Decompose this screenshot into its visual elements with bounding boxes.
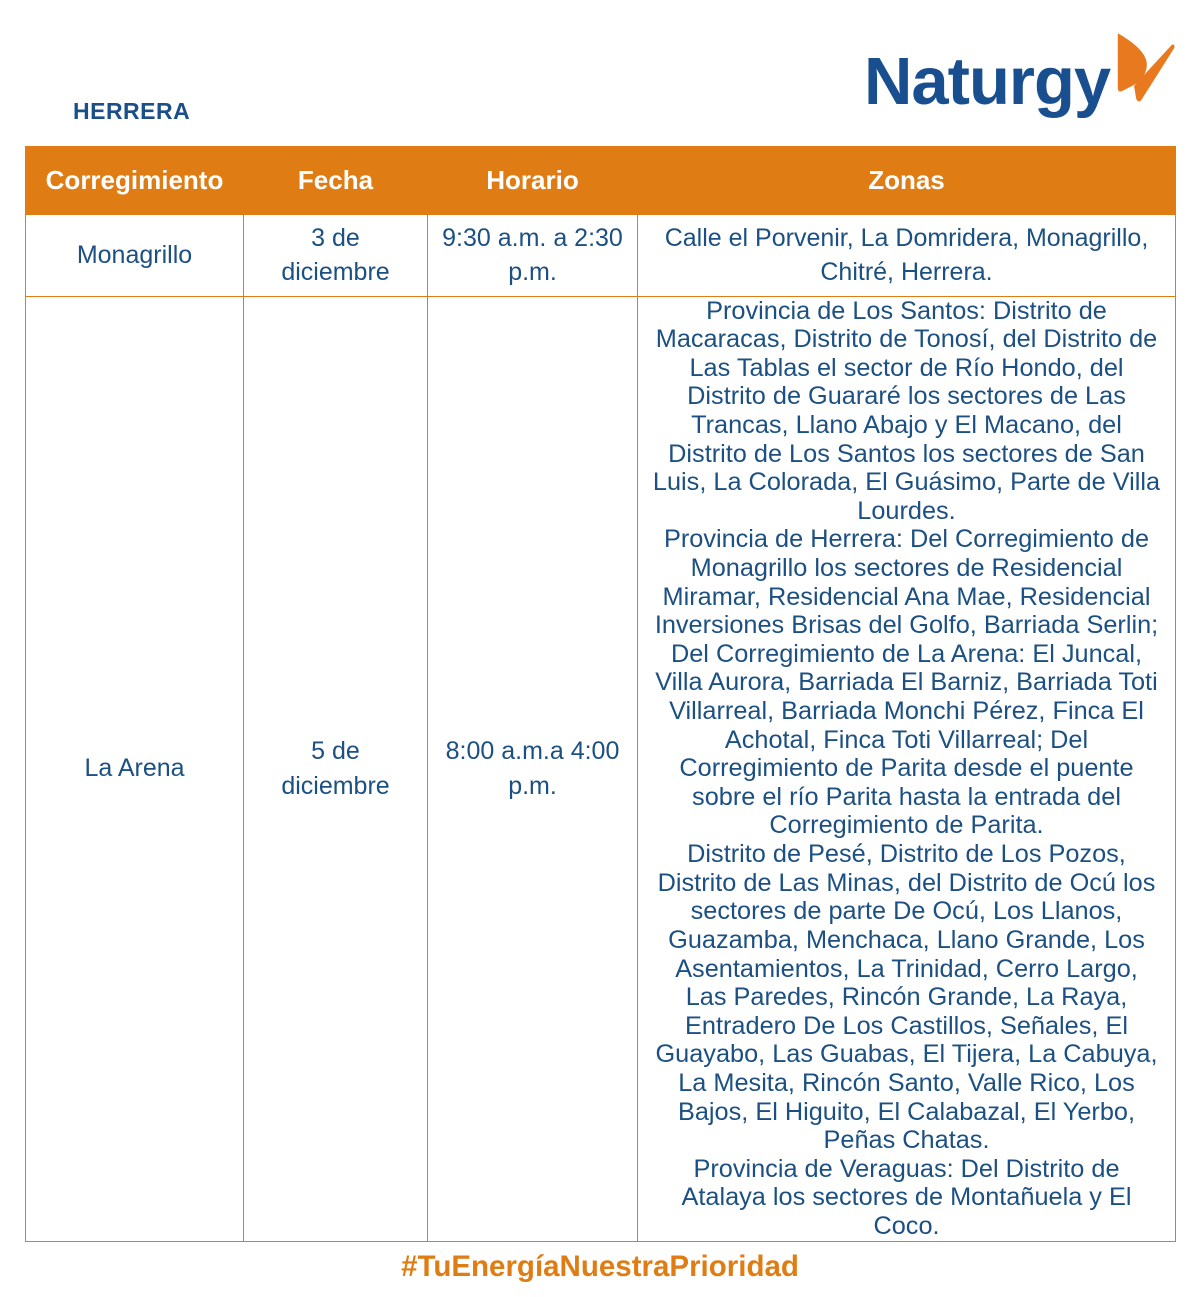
- svg-text:Naturgy: Naturgy: [864, 44, 1111, 119]
